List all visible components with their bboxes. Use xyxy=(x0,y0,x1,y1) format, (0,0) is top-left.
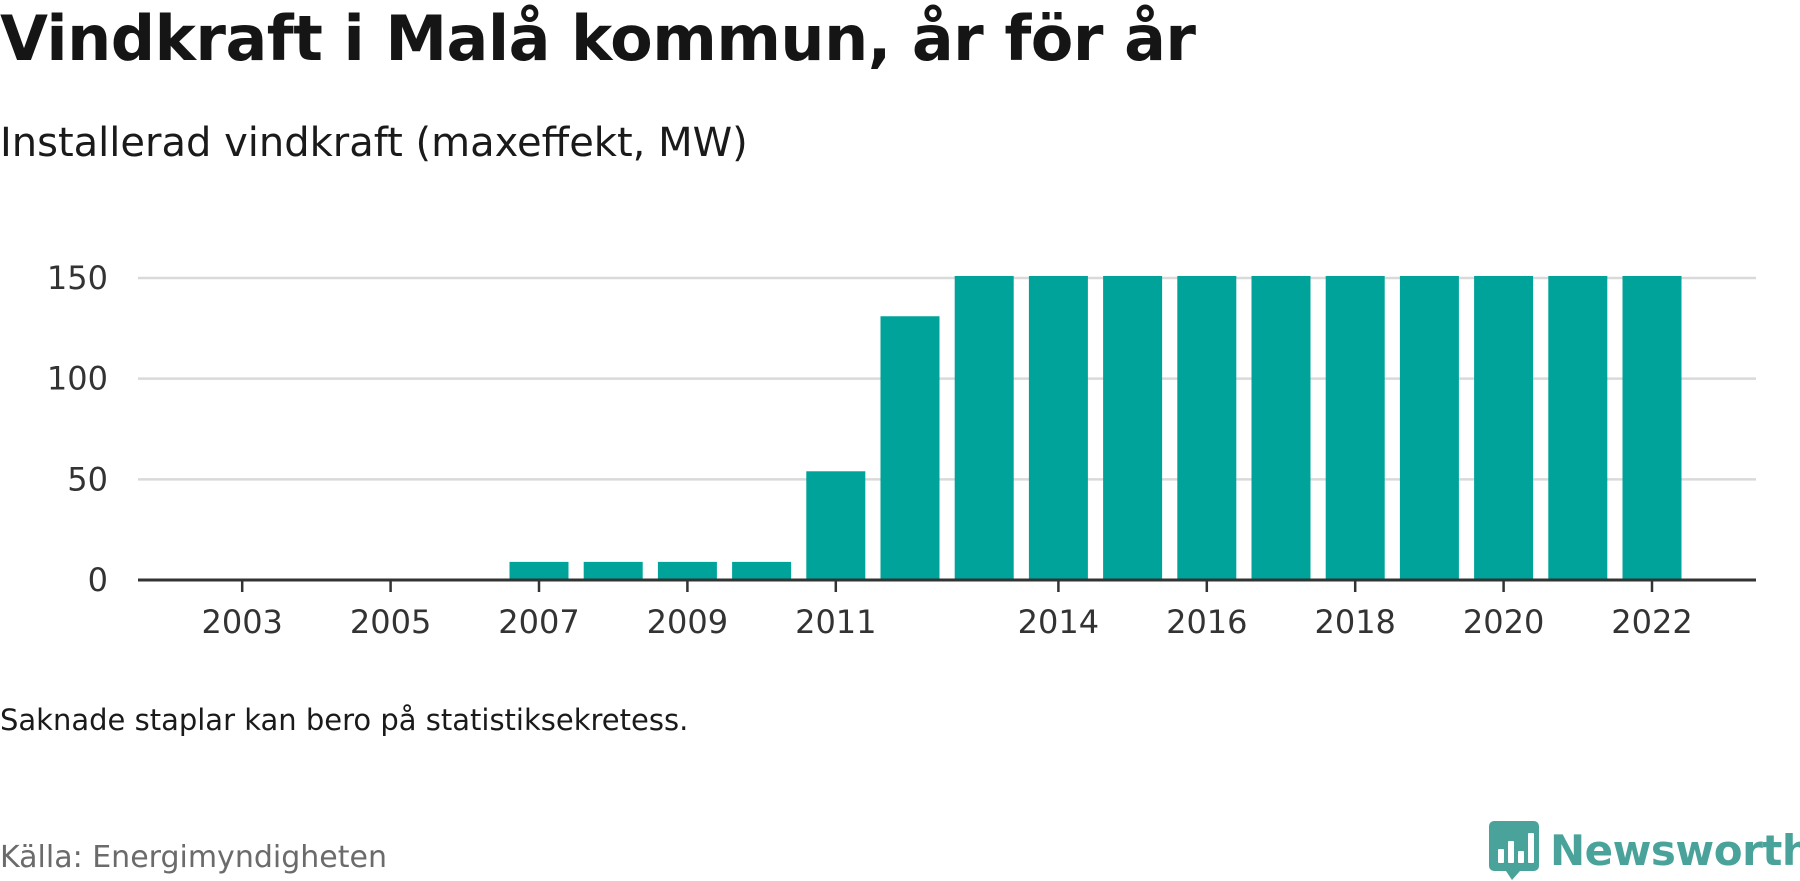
bar-2018 xyxy=(1325,275,1385,580)
bar-2019 xyxy=(1399,275,1459,580)
y-tick-label: 50 xyxy=(67,460,108,498)
x-tick-label: 2011 xyxy=(795,603,876,641)
bar-2022 xyxy=(1622,275,1682,580)
bars xyxy=(509,275,1682,580)
x-tick-label: 2020 xyxy=(1463,603,1544,641)
footnote: Saknade staplar kan bero på statistiksek… xyxy=(0,703,689,737)
x-tick-label: 2003 xyxy=(201,603,282,641)
x-tick-label: 2018 xyxy=(1314,603,1395,641)
bar-2013 xyxy=(954,275,1014,580)
bar-2015 xyxy=(1103,275,1163,580)
bar-2012 xyxy=(880,316,940,580)
y-tick-label: 150 xyxy=(47,259,108,297)
x-axis-ticks: 2003 2005 2007 2009 2011 2014 2016 2018 2020 2022 xyxy=(201,580,1693,641)
brand-logo: Newsworthy xyxy=(1488,819,1800,881)
x-tick-label: 2009 xyxy=(647,603,728,641)
x-tick-label: 2005 xyxy=(350,603,431,641)
bar-2009 xyxy=(657,561,717,580)
bar-2010 xyxy=(732,561,792,580)
bar-2016 xyxy=(1177,275,1237,580)
bar-2017 xyxy=(1251,275,1311,580)
brand-name: Newsworthy xyxy=(1550,825,1800,875)
bar-2011 xyxy=(806,471,866,580)
x-tick-label: 2014 xyxy=(1018,603,1099,641)
x-tick-label: 2016 xyxy=(1166,603,1247,641)
chart-subtitle: Installerad vindkraft (maxeffekt, MW) xyxy=(0,120,748,166)
bar-2021 xyxy=(1548,275,1608,580)
newsworthy-logo-icon xyxy=(1489,821,1539,880)
chart-title: Vindkraft i Malå kommun, år för år xyxy=(0,2,1196,75)
bar-2007 xyxy=(509,561,569,580)
bar-2020 xyxy=(1474,275,1534,580)
x-tick-label: 2022 xyxy=(1611,603,1692,641)
source-label: Källa: Energimyndigheten xyxy=(0,840,387,875)
bar-2008 xyxy=(583,561,643,580)
y-axis-ticks: 0 50 100 150 xyxy=(47,259,108,599)
bar-2014 xyxy=(1028,275,1088,580)
y-tick-label: 100 xyxy=(47,360,108,398)
x-tick-label: 2007 xyxy=(498,603,579,641)
y-tick-label: 0 xyxy=(88,561,108,599)
